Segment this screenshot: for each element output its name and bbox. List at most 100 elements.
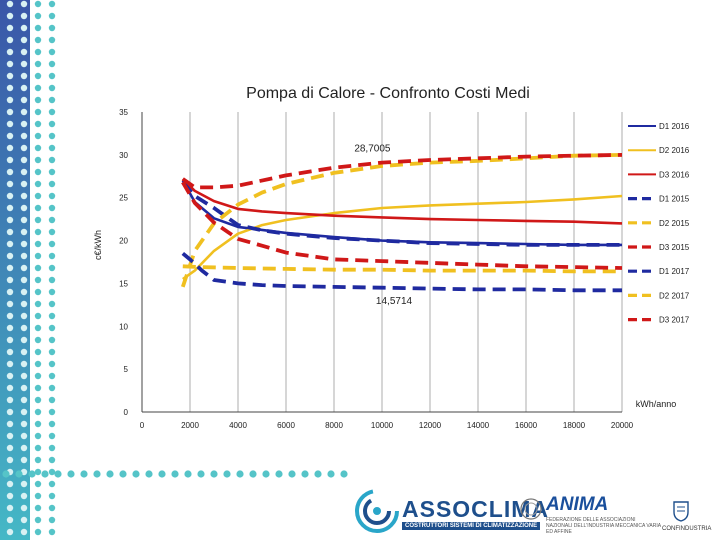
- y-tick-label: 10: [119, 322, 128, 331]
- decor-dot: [34, 204, 42, 212]
- decor-dot: [48, 312, 56, 320]
- decor-dot: [6, 204, 14, 212]
- decor-dot: [20, 312, 28, 320]
- decor-dot: [6, 504, 14, 512]
- x-tick-label: 8000: [325, 421, 343, 430]
- decor-dot: [34, 396, 42, 404]
- x-tick-label: 16000: [515, 421, 538, 430]
- decor-dot: [6, 84, 14, 92]
- decor-dot: [34, 168, 42, 176]
- decor-dot: [54, 470, 62, 478]
- decor-dot: [34, 336, 42, 344]
- y-tick-label: 15: [119, 279, 128, 288]
- decorative-dot-row: [2, 470, 348, 478]
- decor-dot: [20, 144, 28, 152]
- decor-dot: [20, 264, 28, 272]
- decor-dot: [34, 408, 42, 416]
- decor-dot: [48, 168, 56, 176]
- decor-dot: [6, 252, 14, 260]
- decor-dot: [34, 72, 42, 80]
- legend-label: D2 2017: [659, 291, 690, 300]
- decor-dot: [6, 216, 14, 224]
- data-annotation: 14,5714: [376, 296, 413, 307]
- decor-dot: [34, 180, 42, 188]
- decor-dot: [34, 216, 42, 224]
- decor-dot: [6, 12, 14, 20]
- decor-dot: [20, 48, 28, 56]
- legend-label: D3 2015: [659, 243, 690, 252]
- decor-dot: [20, 516, 28, 524]
- decor-dot: [20, 204, 28, 212]
- decor-dot: [6, 312, 14, 320]
- decor-dot: [6, 144, 14, 152]
- decor-dot: [288, 470, 296, 478]
- decor-dot: [20, 276, 28, 284]
- decor-dot: [20, 180, 28, 188]
- decor-dot: [6, 96, 14, 104]
- decor-dot: [48, 300, 56, 308]
- decor-dot: [6, 372, 14, 380]
- y-axis-label: c€/kWh: [93, 230, 103, 260]
- decor-dot: [249, 470, 257, 478]
- decor-dot: [6, 240, 14, 248]
- decor-dot: [48, 360, 56, 368]
- legend-label: D3 2017: [659, 316, 690, 325]
- decor-dot: [20, 396, 28, 404]
- decor-dot: [48, 276, 56, 284]
- decor-dot: [6, 36, 14, 44]
- decor-dot: [20, 288, 28, 296]
- decor-dot: [93, 470, 101, 478]
- x-tick-label: 12000: [419, 421, 442, 430]
- decor-dot: [275, 470, 283, 478]
- decor-dot: [48, 180, 56, 188]
- decor-dot: [48, 0, 56, 8]
- decor-dot: [48, 84, 56, 92]
- x-tick-label: 2000: [181, 421, 199, 430]
- legend-label: D2 2016: [659, 146, 690, 155]
- series-line-d1-2017: [181, 251, 622, 293]
- decor-dot: [20, 336, 28, 344]
- decor-dot: [20, 504, 28, 512]
- decor-dot: [48, 504, 56, 512]
- decor-dot: [20, 0, 28, 8]
- series-line-d1-2015: [181, 181, 622, 247]
- decor-dot: [34, 0, 42, 8]
- decor-dot: [48, 36, 56, 44]
- decorative-dot-column: [0, 0, 56, 540]
- decor-dot: [314, 470, 322, 478]
- decor-dot: [6, 120, 14, 128]
- decor-dot: [34, 276, 42, 284]
- decor-dot: [34, 108, 42, 116]
- decor-dot: [34, 252, 42, 260]
- decor-dot: [48, 408, 56, 416]
- decor-dot: [48, 96, 56, 104]
- decor-dot: [34, 96, 42, 104]
- decor-dot: [20, 168, 28, 176]
- decor-dot: [340, 470, 348, 478]
- decor-dot: [197, 470, 205, 478]
- decor-dot: [210, 470, 218, 478]
- decor-dot: [48, 120, 56, 128]
- decor-dot: [48, 456, 56, 464]
- decor-dot: [34, 504, 42, 512]
- decor-dot: [48, 108, 56, 116]
- decor-dot: [20, 528, 28, 536]
- decor-dot: [48, 444, 56, 452]
- decor-dot: [20, 348, 28, 356]
- decor-dot: [2, 470, 10, 478]
- decor-dot: [236, 470, 244, 478]
- decor-dot: [34, 456, 42, 464]
- decor-dot: [20, 444, 28, 452]
- decor-dot: [34, 120, 42, 128]
- decor-dot: [34, 492, 42, 500]
- decor-dot: [20, 12, 28, 20]
- y-tick-label: 0: [124, 408, 129, 417]
- decor-dot: [6, 324, 14, 332]
- decor-dot: [48, 468, 56, 476]
- legend-label: D2 2015: [659, 219, 690, 228]
- decor-dot: [6, 528, 14, 536]
- anima-subtitle: FEDERAZIONE DELLE ASSOCIAZIONI NAZIONALI…: [546, 517, 661, 535]
- decor-dot: [20, 132, 28, 140]
- decor-dot: [67, 470, 75, 478]
- decor-dot: [48, 132, 56, 140]
